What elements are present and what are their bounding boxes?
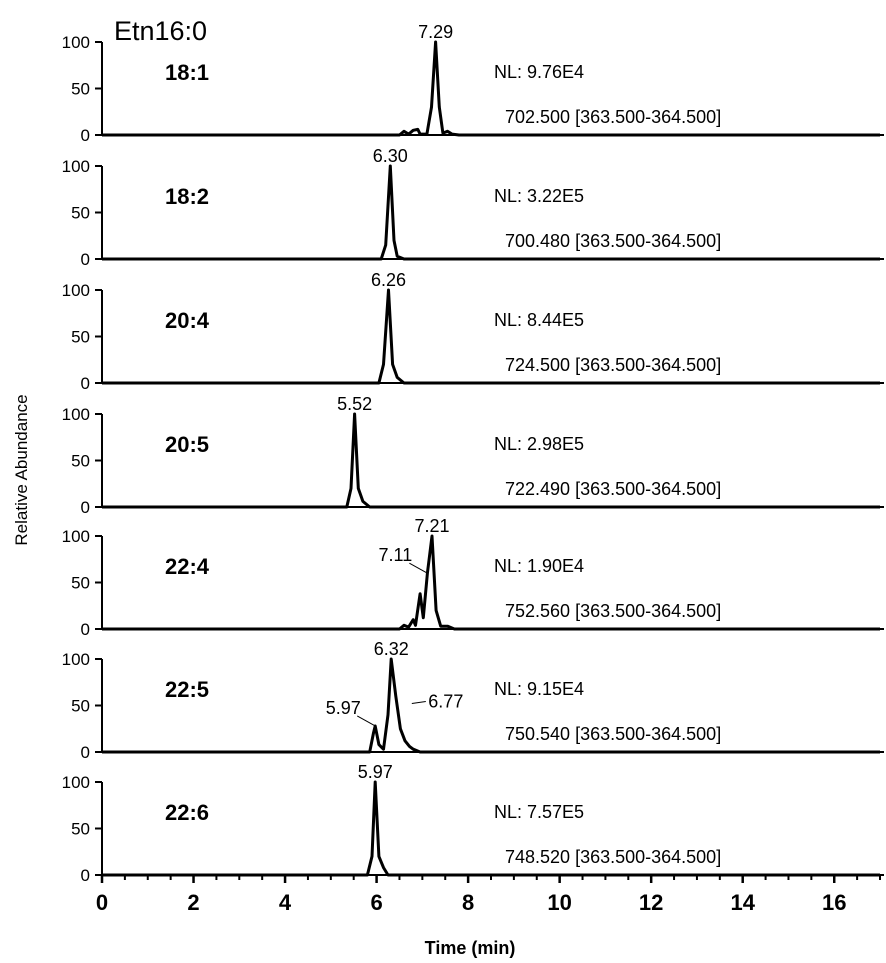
chromatogram-panel: 0 50 100 18:1 NL: 9.76E4 702.500 [363.500-364…: [62, 22, 884, 145]
peak-label: 7.11: [379, 545, 413, 565]
chromatogram-panel: 0 50 100 20:5 NL: 2.98E5 722.490 [363.500-364…: [62, 394, 884, 517]
y-tick-label: 100: [62, 281, 90, 300]
x-axis: 0 2 4 6 8 10 12 14 16: [96, 875, 881, 915]
chromatogram-panel: 0 50 100 18:2 NL: 3.22E5 700.480 [363.500-364…: [62, 146, 884, 269]
y-tick-label: 50: [71, 80, 90, 99]
y-tick-label: 50: [71, 204, 90, 223]
x-tick-label: 0: [96, 890, 108, 915]
x-tick-label: 10: [547, 890, 571, 915]
y-tick-label: 100: [62, 33, 90, 52]
x-tick-label: 4: [279, 890, 292, 915]
mz-label: 752.560 [363.500-364.500]: [505, 601, 721, 621]
nl-label: NL: 2.98E5: [494, 434, 584, 454]
mz-label: 702.500 [363.500-364.500]: [505, 107, 721, 127]
chromatogram-panel: 0 50 100 22:5 NL: 9.15E4 750.540 [363.500-364…: [62, 639, 884, 762]
chromatogram-trace: [102, 288, 880, 385]
peak-label: 6.26: [371, 270, 406, 290]
peak-label: 7.21: [414, 516, 449, 536]
y-tick-label: 0: [81, 620, 90, 639]
mz-label: 700.480 [363.500-364.500]: [505, 231, 721, 251]
y-axis-label: Relative Abundance: [12, 394, 31, 545]
chart-title: Etn16:0: [114, 16, 207, 46]
x-tick-label: 16: [822, 890, 846, 915]
chromatogram-panel: 0 50 100 20:4 NL: 8.44E5 724.500 [363.500-364…: [62, 270, 884, 393]
x-tick-label: 6: [370, 890, 382, 915]
y-tick-label: 100: [62, 157, 90, 176]
nl-label: NL: 9.76E4: [494, 62, 584, 82]
peak-label: 6.30: [373, 146, 408, 166]
x-tick-label: 14: [730, 890, 755, 915]
y-tick-label: 50: [71, 697, 90, 716]
y-tick-label: 0: [81, 126, 90, 145]
y-tick-label: 100: [62, 405, 90, 424]
mz-label: 724.500 [363.500-364.500]: [505, 355, 721, 375]
chromatogram-trace: [102, 164, 880, 261]
mz-label: 750.540 [363.500-364.500]: [505, 724, 721, 744]
peak-label: 6.32: [374, 639, 409, 659]
species-label: 20:4: [165, 308, 210, 333]
x-tick-label: 2: [187, 890, 199, 915]
peak-label: 5.52: [337, 394, 372, 414]
species-label: 20:5: [165, 432, 209, 457]
mz-label: 722.490 [363.500-364.500]: [505, 479, 721, 499]
x-axis-label: Time (min): [425, 938, 516, 958]
y-tick-label: 50: [71, 328, 90, 347]
species-label: 18:2: [165, 184, 209, 209]
species-label: 22:4: [165, 554, 210, 579]
chromatogram-trace: [102, 534, 880, 631]
chromatogram-panel: 0 50 100 22:4 NL: 1.90E4 752.560 [363.500-364…: [62, 516, 884, 639]
y-tick-label: 100: [62, 527, 90, 546]
peak-label: 5.97: [358, 762, 393, 782]
chromatogram-trace: [102, 657, 880, 754]
peak-leader-line: [411, 701, 426, 704]
chromatogram-trace: [102, 780, 880, 877]
peak-leader-line: [356, 715, 376, 727]
y-tick-label: 0: [81, 743, 90, 762]
nl-label: NL: 1.90E4: [494, 556, 584, 576]
y-tick-label: 100: [62, 773, 90, 792]
nl-label: NL: 9.15E4: [494, 679, 584, 699]
species-label: 22:5: [165, 677, 209, 702]
nl-label: NL: 3.22E5: [494, 186, 584, 206]
peak-leader-line: [409, 562, 428, 574]
y-tick-label: 0: [81, 250, 90, 269]
chromatogram-trace: [102, 412, 880, 509]
species-label: 22:6: [165, 800, 209, 825]
mz-label: 748.520 [363.500-364.500]: [505, 847, 721, 867]
chromatogram-panel: 0 50 100 22:6 NL: 7.57E5 748.520 [363.500-364…: [62, 762, 884, 885]
y-tick-label: 50: [71, 820, 90, 839]
y-tick-label: 50: [71, 574, 90, 593]
x-tick-label: 12: [639, 890, 663, 915]
y-tick-label: 50: [71, 452, 90, 471]
x-tick-label: 8: [462, 890, 474, 915]
nl-label: NL: 7.57E5: [494, 802, 584, 822]
y-tick-label: 0: [81, 374, 90, 393]
y-tick-label: 0: [81, 498, 90, 517]
species-label: 18:1: [165, 60, 209, 85]
peak-label: 6.77: [428, 692, 463, 712]
y-tick-label: 100: [62, 650, 90, 669]
y-tick-label: 0: [81, 866, 90, 885]
chromatogram-trace: [102, 40, 880, 137]
peak-label: 7.29: [418, 22, 453, 42]
chromatogram-panels: 0 50 100 18:1 NL: 9.76E4 702.500 [363.500-364…: [62, 22, 884, 885]
peak-label: 5.97: [326, 698, 361, 718]
nl-label: NL: 8.44E5: [494, 310, 584, 330]
